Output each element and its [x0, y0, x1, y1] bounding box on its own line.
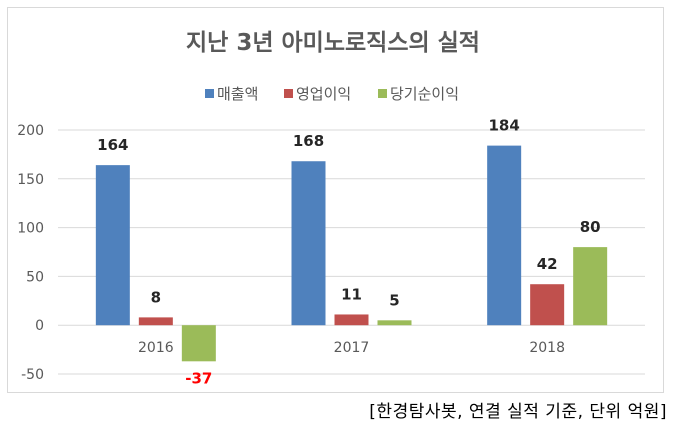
data-label: 184	[489, 117, 520, 135]
data-label: 168	[293, 132, 324, 150]
data-label: 8	[151, 288, 161, 306]
grid: -50 0 50 100 150 200	[17, 123, 645, 383]
x-tick-label: 2017	[334, 340, 370, 356]
legend-label: 영업이익	[296, 85, 351, 103]
y-tick-label: 200	[17, 123, 44, 139]
y-tick-label: -50	[21, 367, 44, 383]
y-tick-label: 50	[26, 269, 44, 285]
bar	[334, 314, 369, 326]
data-label: 11	[341, 285, 362, 303]
y-tick-label: 100	[17, 221, 44, 237]
bar	[530, 284, 565, 326]
legend: 매출액 영업이익 당기순이익	[205, 85, 459, 103]
x-tick-label: 2018	[529, 340, 565, 356]
data-label: 42	[537, 255, 558, 273]
data-labels: 164 8 -37 2016 168 11 5 2017 184 42 80 2018	[97, 117, 600, 388]
bar	[573, 247, 608, 326]
legend-label: 매출액	[217, 85, 258, 103]
data-label: 80	[580, 218, 601, 236]
y-tick-label: 150	[17, 172, 44, 188]
legend-label: 당기순이익	[390, 85, 459, 103]
legend-swatch	[284, 89, 293, 98]
y-tick-label: 0	[35, 318, 44, 334]
bar	[181, 325, 216, 362]
x-tick-label: 2016	[138, 340, 174, 356]
source-note: [한경탐사봇, 연결 실적 기준, 단위 억원]	[369, 402, 667, 422]
bar	[138, 317, 173, 326]
data-label: 5	[389, 291, 399, 309]
legend-swatch	[378, 89, 387, 98]
legend-swatch	[205, 89, 214, 98]
data-label: 164	[97, 136, 128, 154]
bar	[377, 320, 412, 326]
chart-frame	[7, 7, 664, 393]
data-label: -37	[185, 369, 212, 387]
chart-title: 지난 3년 아미노로직스의 실적	[186, 30, 480, 56]
bar	[487, 145, 522, 326]
bars	[95, 145, 608, 362]
bar	[95, 165, 130, 326]
bar	[291, 161, 326, 326]
